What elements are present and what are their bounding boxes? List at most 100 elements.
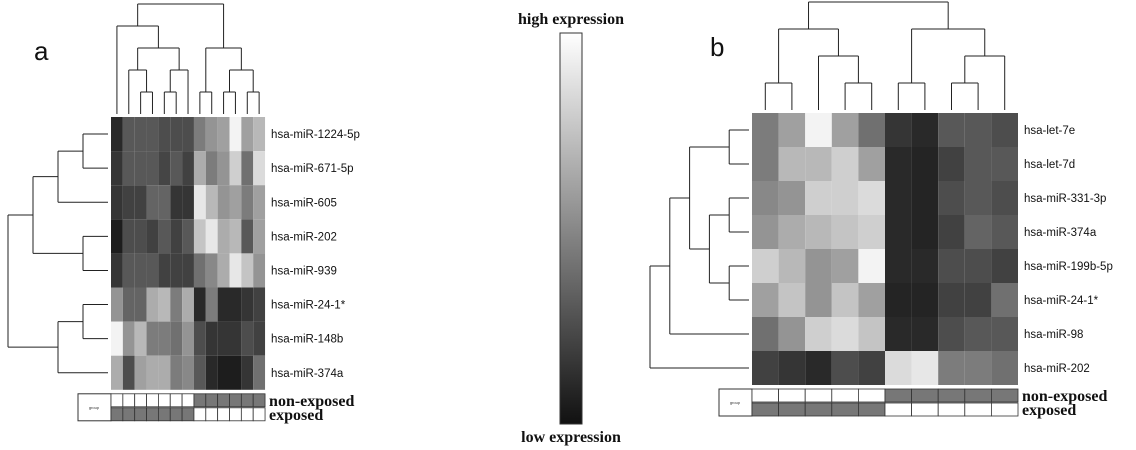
row-label: hsa-miR-331-3p (1024, 193, 1106, 205)
group-bar-cell (858, 388, 886, 403)
group-bar-cell (122, 393, 136, 408)
heatmap-cell (241, 185, 254, 220)
heatmap-cell (158, 151, 171, 186)
heatmap-cell (182, 185, 194, 220)
group-bar-cell (778, 388, 806, 403)
heatmap-cell (205, 185, 218, 220)
heatmap-cell (885, 147, 912, 181)
heatmap-cell (217, 321, 230, 356)
group-legend-box (718, 388, 753, 417)
group-bar-cell (831, 388, 859, 403)
heatmap-cell (964, 283, 992, 317)
group-bar-cell (252, 407, 266, 422)
heatmap-cell (858, 147, 885, 181)
heatmap-cell (146, 355, 159, 390)
heatmap-cell (182, 253, 194, 288)
heatmap-cell (122, 253, 135, 288)
heatmap-cell (122, 321, 135, 356)
heatmap-cell (938, 351, 965, 385)
group-bar-cell (804, 388, 833, 403)
heatmap-cell (778, 317, 806, 351)
heatmap-cell (158, 117, 171, 152)
heatmap-cell (805, 249, 832, 283)
heatmap-cell (111, 321, 123, 356)
heatmap-cell (778, 249, 806, 283)
group-bar-cell (110, 407, 124, 422)
group-box-label: group (89, 405, 100, 410)
heatmap-cell (752, 317, 779, 351)
heatmap-cell (111, 253, 123, 288)
group-bar-cell (193, 393, 207, 408)
heatmap-cell (193, 355, 206, 390)
heatmap-cell (253, 117, 266, 152)
row-label: hsa-let-7d (1024, 159, 1075, 171)
heatmap-cell (253, 321, 266, 356)
row-label: hsa-miR-202 (271, 231, 337, 243)
row-label: hsa-miR-671-5p (271, 163, 353, 175)
heatmap-cell (170, 321, 183, 356)
heatmap-cell (964, 351, 992, 385)
heatmap-cell (170, 117, 183, 152)
heatmap-cell (111, 355, 123, 390)
group-bar-cell (884, 402, 913, 417)
group-bar-cell (831, 402, 859, 417)
heatmap-cell (858, 351, 885, 385)
heatmap-cell (253, 253, 266, 288)
heatmap-cell (170, 355, 183, 390)
heatmap-cell (111, 219, 123, 254)
heatmap-cell (146, 117, 159, 152)
heatmap-cell (964, 181, 992, 215)
group-bar-cell (205, 393, 219, 408)
heatmap-cell (831, 249, 859, 283)
group-bar-cell (884, 388, 913, 403)
group-bar-cell (964, 388, 992, 403)
group-legend-box (77, 393, 112, 422)
heatmap-cell (182, 355, 194, 390)
heatmap-cell (831, 283, 859, 317)
heatmap-cell (170, 287, 183, 322)
heatmap-cell (193, 253, 206, 288)
color-legend: high expression low expression (518, 11, 624, 446)
heatmap-cell (991, 317, 1018, 351)
heatmap-cell (182, 117, 194, 152)
heatmap-cell (253, 355, 266, 390)
group-bar-cell (181, 407, 195, 422)
group-bar-cell (146, 393, 159, 408)
heatmap-cell (122, 151, 135, 186)
heatmap-cell (134, 151, 147, 186)
heatmap-cell (885, 317, 912, 351)
heatmap-panel-a: hsa-miR-1224-5p hsa-miR-671-5p hsa-miR-605… (7, 3, 360, 424)
heatmap-cell (111, 117, 123, 152)
heatmap-cell (217, 355, 230, 390)
group-label: exposed (269, 407, 323, 424)
row-label: hsa-miR-24-1* (271, 300, 346, 312)
heatmap-cell (241, 253, 254, 288)
heatmap-cell (964, 249, 992, 283)
row-label: hsa-miR-605 (271, 197, 337, 209)
heatmap-cell (752, 283, 779, 317)
heatmap-cell (938, 181, 965, 215)
heatmap-cell (146, 321, 159, 356)
heatmap-cell (778, 147, 806, 181)
heatmap-cell (122, 185, 135, 220)
group-label: non-exposed (1022, 388, 1107, 405)
heatmap-cell (253, 287, 266, 322)
group-bar-cell (134, 393, 147, 408)
heatmap-cell (805, 215, 832, 249)
heatmap-cell (752, 215, 779, 249)
heatmap-cell (778, 113, 806, 147)
heatmap-cell (964, 113, 992, 147)
heatmap-cell (885, 113, 912, 147)
heatmap-cell (241, 321, 254, 356)
heatmap-cell (831, 113, 859, 147)
heatmap-cell (134, 355, 147, 390)
group-bar-cell (193, 407, 207, 422)
heatmap-cell (229, 117, 242, 152)
heatmap-cell (193, 151, 206, 186)
heatmap-cell (158, 287, 171, 322)
heatmap-cell (134, 287, 147, 322)
group-bar-cell (252, 393, 266, 408)
group-bar-cell (937, 388, 966, 403)
heatmap-cell (205, 355, 218, 390)
